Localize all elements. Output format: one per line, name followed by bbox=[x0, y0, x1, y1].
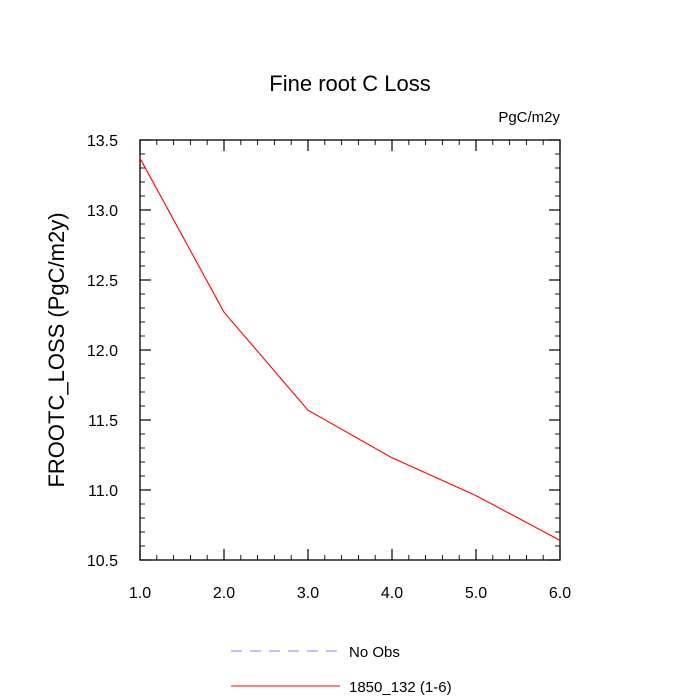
series-line-0 bbox=[139, 157, 561, 541]
plot-frame bbox=[139, 139, 561, 561]
axis-ticks: 1.0 2.0 3.0 4.0 5.0 6.0 10.5 11.0 11.5 12.0 12.5 13… bbox=[87, 133, 571, 602]
y-tick-label: 12.5 bbox=[87, 273, 118, 290]
x-tick-label: 2.0 bbox=[213, 585, 235, 602]
y-tick-label: 11.0 bbox=[88, 483, 118, 500]
legend-label: No Obs bbox=[349, 644, 400, 661]
units-label: PgC/m2y bbox=[498, 109, 560, 126]
y-tick-label: 10.5 bbox=[87, 553, 118, 570]
y-tick-label: 13.0 bbox=[87, 203, 118, 220]
chart-title: Fine root C Loss bbox=[269, 71, 430, 96]
x-tick-label: 5.0 bbox=[465, 585, 487, 602]
x-tick-label: 4.0 bbox=[381, 585, 403, 602]
legend-label: 1850_132 (1-6) bbox=[349, 679, 452, 696]
x-tick-label: 6.0 bbox=[549, 585, 571, 602]
y-axis-label: FROOTC_LOSS (PgC/m2y) bbox=[44, 212, 69, 487]
y-tick-label: 12.0 bbox=[87, 343, 118, 360]
legend: No Obs 1850_132 (1-6) bbox=[231, 644, 452, 696]
x-tick-label: 3.0 bbox=[297, 585, 319, 602]
y-tick-label: 11.5 bbox=[88, 413, 118, 430]
y-tick-label: 13.5 bbox=[87, 133, 118, 150]
series-layer bbox=[139, 157, 561, 541]
x-tick-label: 1.0 bbox=[129, 585, 151, 602]
